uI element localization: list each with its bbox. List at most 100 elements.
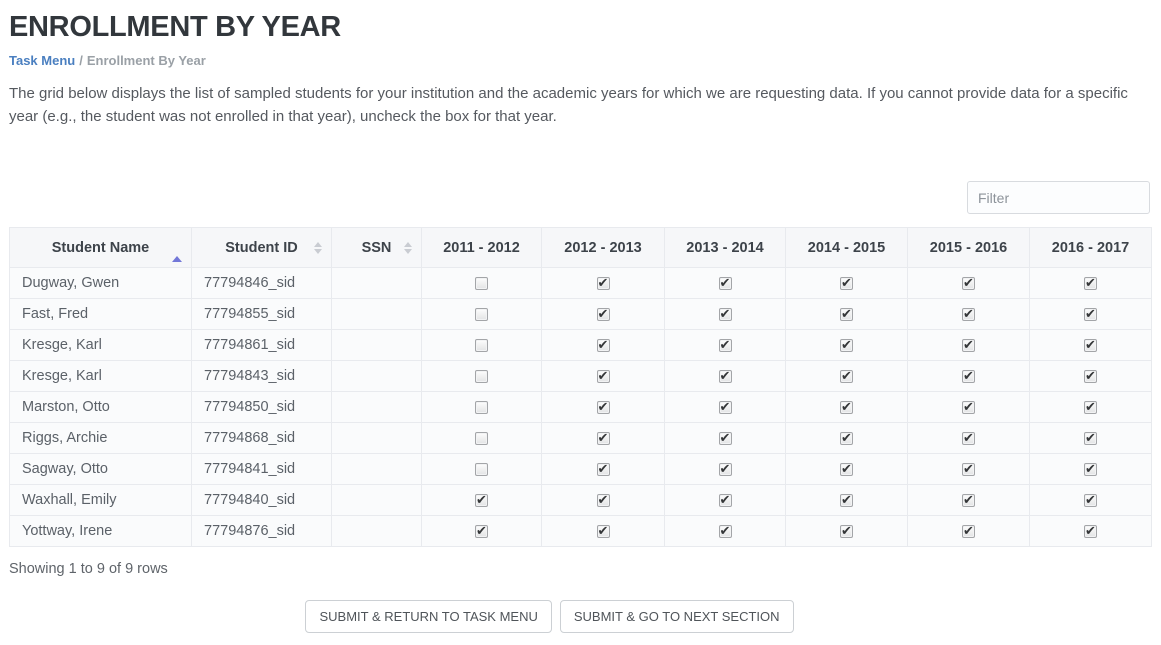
submit-actions: SUBMIT & RETURN TO TASK MENU SUBMIT & GO…: [9, 600, 1150, 633]
column-header-year-2016-2017[interactable]: 2016 - 2017: [1029, 227, 1152, 268]
year-checkbox-checked[interactable]: [1084, 337, 1097, 353]
breadcrumb: Task Menu / Enrollment By Year: [9, 53, 1150, 68]
table-row: Riggs, Archie 77794868_sid: [9, 422, 1152, 454]
ssn-cell: [331, 515, 422, 547]
year-checkbox-checked[interactable]: [596, 523, 610, 539]
year-cell: [785, 267, 908, 299]
year-checkbox-unchecked[interactable]: [475, 307, 488, 321]
year-checkbox-checked[interactable]: [475, 523, 488, 539]
year-checkbox-unchecked[interactable]: [475, 369, 488, 383]
year-cell: [664, 391, 786, 423]
year-cell: [421, 515, 542, 547]
year-checkbox-checked[interactable]: [718, 461, 732, 477]
year-checkbox-checked[interactable]: [596, 461, 610, 477]
year-checkbox-checked[interactable]: [1084, 368, 1097, 384]
submit-return-task-menu-button[interactable]: SUBMIT & RETURN TO TASK MENU: [305, 600, 552, 633]
sort-both-icon[interactable]: [314, 241, 322, 254]
year-checkbox-unchecked[interactable]: [475, 431, 488, 445]
year-checkbox-checked[interactable]: [718, 275, 732, 291]
column-header-ssn[interactable]: SSN: [331, 227, 422, 268]
column-header-student-name[interactable]: Student Name: [9, 227, 192, 268]
year-checkbox-checked[interactable]: [1084, 523, 1097, 539]
year-checkbox-checked[interactable]: [962, 523, 975, 539]
column-header-year-2015-2016[interactable]: 2015 - 2016: [907, 227, 1030, 268]
year-cell: [541, 391, 665, 423]
year-checkbox-checked[interactable]: [596, 306, 610, 322]
year-cell: [421, 391, 542, 423]
year-checkbox-checked[interactable]: [1084, 306, 1097, 322]
student-name-cell: Riggs, Archie: [9, 422, 192, 454]
column-header-year-2013-2014[interactable]: 2013 - 2014: [664, 227, 786, 268]
year-checkbox-checked[interactable]: [962, 430, 975, 446]
year-checkbox-checked[interactable]: [718, 430, 732, 446]
student-id-cell: 77794843_sid: [191, 360, 332, 392]
year-checkbox-unchecked[interactable]: [475, 276, 488, 290]
year-checkbox-checked[interactable]: [962, 461, 975, 477]
year-checkbox-checked[interactable]: [840, 461, 853, 477]
student-name-cell: Kresge, Karl: [9, 360, 192, 392]
year-checkbox-checked[interactable]: [596, 492, 610, 508]
year-cell: [421, 360, 542, 392]
year-checkbox-unchecked[interactable]: [475, 462, 488, 476]
table-header-row: Student Name Student ID SSN 2011 - 2012 …: [9, 227, 1152, 268]
year-checkbox-checked[interactable]: [475, 492, 488, 508]
year-checkbox-checked[interactable]: [840, 306, 853, 322]
year-cell: [421, 298, 542, 330]
year-checkbox-checked[interactable]: [596, 275, 610, 291]
table-row: Kresge, Karl 77794861_sid: [9, 329, 1152, 361]
year-checkbox-checked[interactable]: [962, 337, 975, 353]
student-name-cell: Sagway, Otto: [9, 453, 192, 485]
student-id-cell: 77794868_sid: [191, 422, 332, 454]
year-checkbox-unchecked[interactable]: [475, 338, 488, 352]
year-checkbox-checked[interactable]: [718, 368, 732, 384]
year-checkbox-checked[interactable]: [840, 492, 853, 508]
year-cell: [421, 422, 542, 454]
filter-input[interactable]: [967, 181, 1150, 214]
year-cell: [785, 298, 908, 330]
table-row: Waxhall, Emily 77794840_sid: [9, 484, 1152, 516]
year-cell: [664, 515, 786, 547]
year-cell: [907, 329, 1030, 361]
year-checkbox-checked[interactable]: [1084, 399, 1097, 415]
year-checkbox-checked[interactable]: [840, 523, 853, 539]
year-checkbox-checked[interactable]: [840, 368, 853, 384]
year-checkbox-checked[interactable]: [962, 399, 975, 415]
year-checkbox-checked[interactable]: [840, 430, 853, 446]
submit-next-section-button[interactable]: SUBMIT & GO TO NEXT SECTION: [559, 600, 794, 633]
year-cell: [785, 329, 908, 361]
column-header-year-2011-2012[interactable]: 2011 - 2012: [421, 227, 542, 268]
year-checkbox-checked[interactable]: [596, 368, 610, 384]
year-checkbox-checked[interactable]: [596, 430, 610, 446]
column-header-label: Student ID: [225, 239, 298, 256]
year-checkbox-checked[interactable]: [962, 275, 975, 291]
year-checkbox-checked[interactable]: [962, 368, 975, 384]
sort-both-icon[interactable]: [404, 241, 412, 254]
year-checkbox-unchecked[interactable]: [475, 400, 488, 414]
year-cell: [664, 422, 786, 454]
year-checkbox-checked[interactable]: [1084, 275, 1097, 291]
year-checkbox-checked[interactable]: [1084, 492, 1097, 508]
year-checkbox-checked[interactable]: [962, 492, 975, 508]
year-checkbox-checked[interactable]: [718, 523, 732, 539]
year-checkbox-checked[interactable]: [962, 306, 975, 322]
year-checkbox-checked[interactable]: [596, 337, 610, 353]
year-checkbox-checked[interactable]: [840, 399, 853, 415]
year-checkbox-checked[interactable]: [840, 275, 853, 291]
column-header-year-2012-2013[interactable]: 2012 - 2013: [541, 227, 665, 268]
column-header-year-2014-2015[interactable]: 2014 - 2015: [785, 227, 908, 268]
student-id-cell: 77794861_sid: [191, 329, 332, 361]
breadcrumb-link-task-menu[interactable]: Task Menu: [9, 53, 76, 68]
year-checkbox-checked[interactable]: [718, 492, 732, 508]
year-cell: [664, 267, 786, 299]
column-header-student-id[interactable]: Student ID: [191, 227, 332, 268]
year-checkbox-checked[interactable]: [718, 306, 732, 322]
year-checkbox-checked[interactable]: [1084, 430, 1097, 446]
year-checkbox-checked[interactable]: [718, 337, 732, 353]
year-checkbox-checked[interactable]: [596, 399, 610, 415]
student-name-cell: Dugway, Gwen: [9, 267, 192, 299]
year-checkbox-checked[interactable]: [1084, 461, 1097, 477]
year-checkbox-checked[interactable]: [718, 399, 732, 415]
year-checkbox-checked[interactable]: [840, 337, 853, 353]
